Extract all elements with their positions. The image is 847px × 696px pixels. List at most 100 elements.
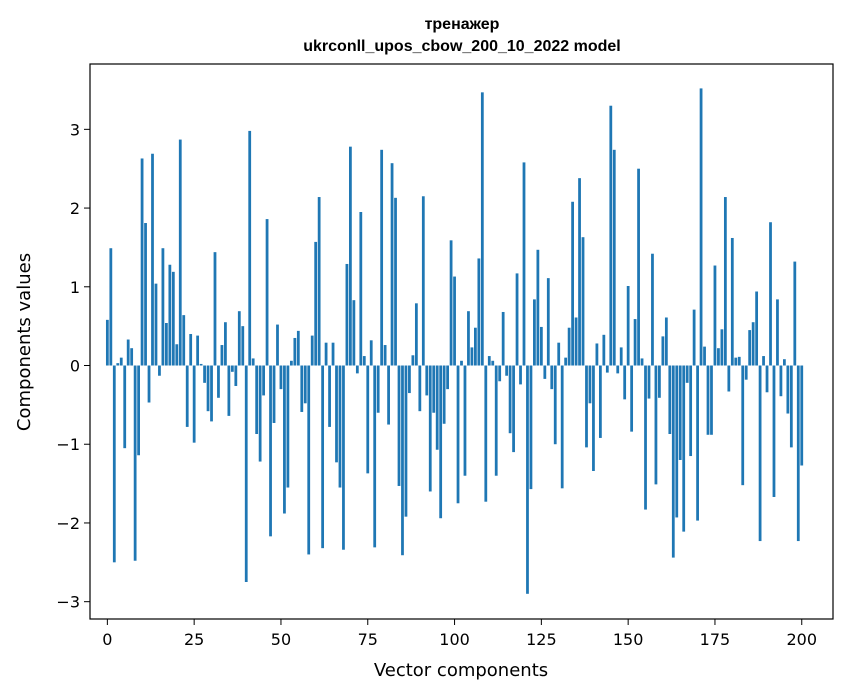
- bar-107: [477, 258, 481, 366]
- bar-114: [501, 311, 505, 366]
- bar-42: [251, 358, 255, 366]
- bar-195: [783, 359, 786, 366]
- bar-10: [140, 158, 144, 366]
- bar-54: [293, 337, 297, 366]
- bar-58: [307, 365, 311, 555]
- bar-25: [192, 365, 196, 443]
- bar-22: [182, 315, 186, 366]
- bar-151: [630, 365, 634, 432]
- bar-69: [345, 263, 349, 366]
- bar-100: [453, 276, 456, 366]
- bar-5: [123, 365, 127, 449]
- bar-148: [619, 347, 623, 366]
- bar-164: [675, 365, 679, 518]
- bar-108: [480, 92, 484, 366]
- bar-85: [401, 365, 404, 556]
- x-tick-label: 125: [526, 630, 557, 649]
- bar-138: [585, 365, 588, 448]
- bar-116: [508, 365, 512, 434]
- bar-187: [755, 291, 759, 366]
- x-tick-label: 175: [700, 630, 731, 649]
- bar-177: [720, 329, 724, 366]
- x-tick-label: 0: [102, 630, 112, 649]
- bar-43: [255, 365, 259, 434]
- bar-74: [362, 356, 366, 366]
- bar-137: [581, 237, 585, 366]
- bar-193: [776, 299, 779, 366]
- bar-63: [324, 342, 328, 366]
- bar-129: [553, 365, 557, 445]
- bar-38: [237, 311, 241, 366]
- bar-61: [317, 197, 321, 366]
- bar-47: [269, 365, 272, 537]
- bar-156: [647, 365, 651, 399]
- bar-142: [598, 365, 602, 438]
- chart-title-line-2: ukrconll_upos_cbow_200_10_2022 model: [303, 38, 620, 55]
- bar-126: [543, 365, 547, 379]
- bar-28: [203, 365, 206, 383]
- bar-127: [546, 278, 550, 366]
- bar-36: [230, 365, 234, 372]
- bar-60: [314, 241, 318, 366]
- bar-115: [505, 365, 509, 376]
- bar-51: [283, 365, 286, 514]
- chart-title-line-1: тренажер: [425, 16, 500, 33]
- bar-37: [234, 365, 238, 386]
- bar-62: [321, 365, 325, 549]
- bar-173: [706, 365, 710, 435]
- bar-145: [609, 105, 613, 366]
- bar-23: [185, 365, 189, 427]
- bar-132: [564, 357, 568, 366]
- bar-190: [765, 365, 769, 393]
- bar-180: [730, 237, 734, 366]
- bar-110: [487, 356, 491, 366]
- bar-183: [741, 365, 745, 486]
- x-tick-label: 75: [358, 630, 378, 649]
- bar-167: [685, 365, 689, 383]
- bar-149: [623, 365, 627, 400]
- bar-125: [539, 326, 543, 366]
- bar-120: [522, 162, 526, 366]
- bar-141: [595, 343, 599, 366]
- bar-53: [289, 360, 293, 366]
- bar-80: [383, 345, 387, 366]
- bar-155: [644, 365, 647, 510]
- bar-117: [512, 365, 515, 453]
- bar-12: [147, 365, 151, 403]
- bar-48: [272, 365, 276, 423]
- bar-86: [404, 365, 408, 517]
- bar-186: [751, 322, 755, 366]
- bar-112: [494, 365, 498, 476]
- bar-181: [734, 357, 738, 366]
- bar-101: [456, 365, 460, 504]
- bar-11: [144, 223, 147, 366]
- bar-30: [210, 365, 213, 422]
- bar-99: [449, 240, 453, 366]
- bar-119: [519, 365, 522, 385]
- bar-49: [276, 324, 279, 366]
- bar-178: [723, 197, 727, 366]
- bar-130: [557, 342, 561, 366]
- bar-91: [421, 196, 425, 366]
- bar-172: [703, 346, 706, 366]
- bar-197: [789, 365, 793, 448]
- bar-182: [737, 356, 741, 366]
- bar-98: [446, 365, 449, 390]
- bar-154: [640, 358, 644, 366]
- bar-88: [411, 355, 415, 366]
- bar-72: [355, 365, 359, 374]
- bar-52: [286, 365, 290, 488]
- y-tick-label: −2: [56, 514, 80, 533]
- bar-96: [439, 365, 443, 519]
- x-axis-label: Vector components: [374, 660, 548, 681]
- bar-89: [414, 303, 418, 366]
- bar-76: [369, 340, 373, 366]
- bar-124: [536, 249, 540, 366]
- bar-17: [164, 323, 168, 366]
- bar-18: [168, 264, 172, 366]
- bar-153: [637, 168, 640, 366]
- bar-157: [651, 253, 654, 366]
- bar-71: [352, 300, 356, 366]
- bar-150: [626, 286, 630, 366]
- bar-166: [682, 365, 686, 532]
